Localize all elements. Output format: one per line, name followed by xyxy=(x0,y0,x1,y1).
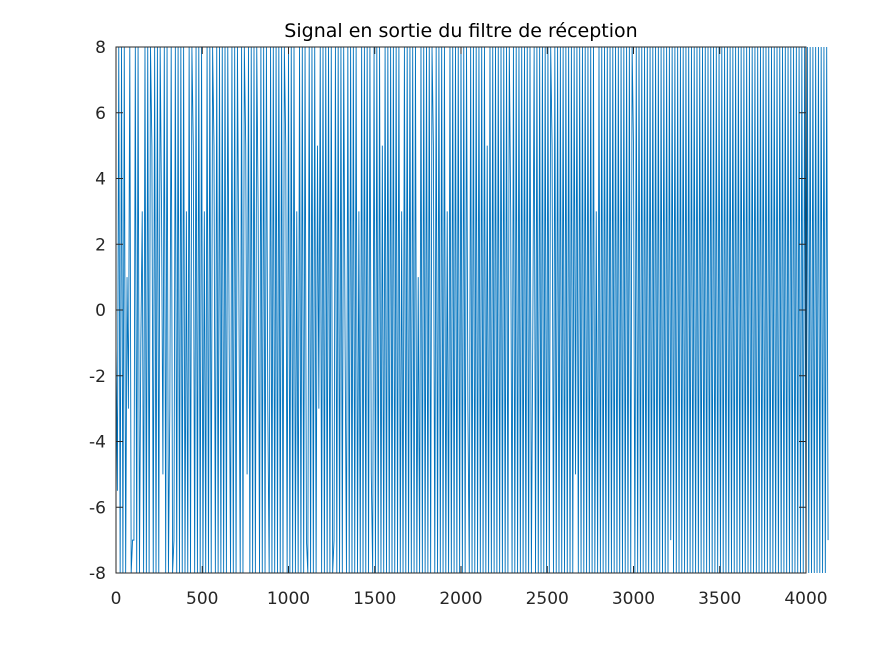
y-tick-label: 2 xyxy=(95,235,106,255)
y-tick-label: -2 xyxy=(89,367,106,387)
x-tick-label: 4000 xyxy=(784,589,827,609)
x-tick-label: 500 xyxy=(186,589,218,609)
y-tick-label: -4 xyxy=(89,433,106,453)
y-tick-label: -8 xyxy=(89,564,106,584)
x-tick-label: 1500 xyxy=(353,589,396,609)
y-tick-label: -6 xyxy=(89,498,106,518)
x-tick-label: 2000 xyxy=(439,589,482,609)
x-tick-label: 0 xyxy=(111,589,122,609)
axes: 0 500 1000 1500 2000 2500 3000 3500 4000 8 6 4 2 0 -2 -… xyxy=(89,38,828,609)
x-tick-label: 3000 xyxy=(612,589,655,609)
x-tick-label: 2500 xyxy=(526,589,569,609)
y-tick-label: 8 xyxy=(95,38,106,58)
y-tick-label: 0 xyxy=(95,301,106,321)
chart-title: Signal en sortie du filtre de réception xyxy=(284,20,637,42)
y-tick-label: 6 xyxy=(95,104,106,124)
x-tick-label: 3500 xyxy=(698,589,741,609)
x-tick-label: 1000 xyxy=(267,589,310,609)
y-tick-label: 4 xyxy=(95,170,106,190)
